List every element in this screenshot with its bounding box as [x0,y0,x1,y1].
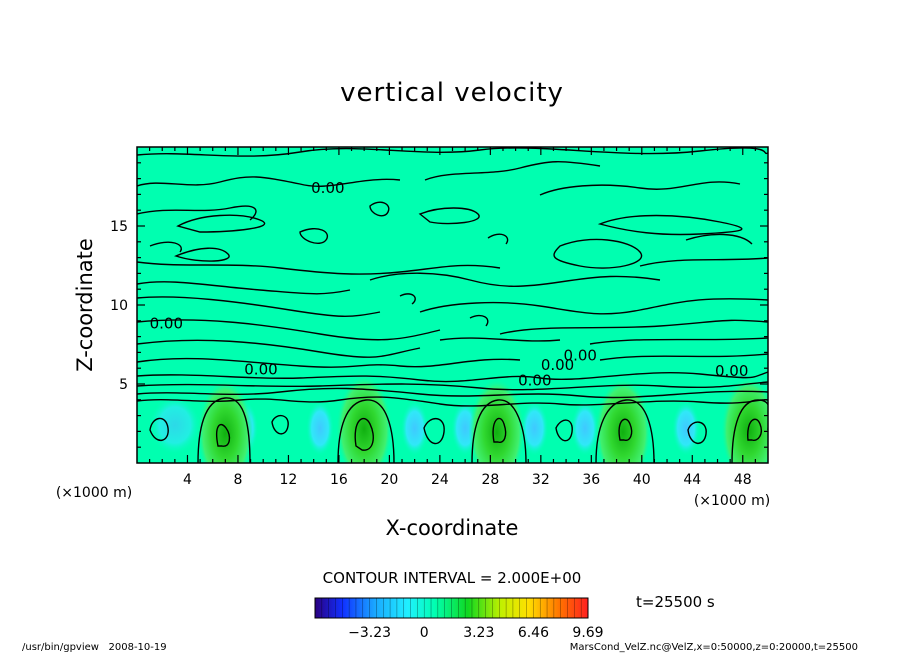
contour-label-3: 0.00 [518,372,551,390]
colorbar-level-lines [321,598,582,618]
colorbar-label-9p69: 9.69 [572,625,603,641]
time-label: t=25500 s [636,593,715,611]
updraft-1 [336,369,393,463]
downdraft-5 [571,400,600,457]
y-tick-label-10: 10 [110,298,128,314]
x-tick-labels: 4 8 12 16 20 24 28 32 36 40 44 48 [183,472,752,488]
x-tick-label-24: 24 [431,472,449,488]
updraft-3 [594,372,651,463]
x-axis-title: X-coordinate [386,516,519,540]
contour-label-group: 0.000.000.000.000.000.000.00 [150,179,749,390]
x-tick-label-44: 44 [683,472,701,488]
x-tick-label-40: 40 [633,472,651,488]
x-tick-label-48: 48 [734,472,752,488]
y-axis-title: Z-coordinate [73,238,97,372]
x-tick-label-20: 20 [380,472,398,488]
x-tick-label-12: 12 [280,472,298,488]
colorbar-label-3p23: 3.23 [463,625,494,641]
footer-right: MarsCond_VelZ.nc@VelZ,x=0:50000,z=0:2000… [570,642,858,653]
contour-lines [137,147,768,463]
x-tick-label-16: 16 [330,472,348,488]
downdraft-4 [520,400,549,457]
contour-label-4: 0.00 [541,356,574,374]
contour-label-1: 0.00 [150,315,183,333]
y-tick-label-5: 5 [119,377,128,393]
x-tick-label-8: 8 [233,472,242,488]
x-tick-marks [149,147,756,463]
z-units-label: (×1000 m) [56,485,132,501]
x-units-label: (×1000 m) [694,493,770,509]
contour-label-6: 0.00 [715,362,748,380]
y-tick-label-15: 15 [110,219,128,235]
x-tick-label-36: 36 [582,472,600,488]
y-tick-marks [137,162,768,448]
contour-label-2: 0.00 [244,361,277,379]
updraft-0 [197,374,254,463]
colorbar-label-6p46: 6.46 [518,625,549,641]
downdraft-left [148,395,201,456]
x-tick-label-4: 4 [183,472,192,488]
contour-label-5: 0.00 [564,346,597,364]
chart-title: vertical velocity [340,78,564,108]
contour-interval-label: CONTOUR INTERVAL = 2.000E+00 [323,569,582,587]
downdraft-6 [671,400,700,457]
x-tick-label-32: 32 [532,472,550,488]
x-tick-label-28: 28 [481,472,499,488]
colorbar-label-neg3p23: −3.23 [348,625,391,641]
colorbar: −3.23 0 3.23 6.46 9.69 [314,597,604,641]
y-tick-labels: 5 10 15 [110,219,128,393]
downdraft-1 [305,400,334,457]
colorbar-label-0: 0 [420,625,429,641]
footer-left: /usr/bin/gpview 2008-10-19 [22,642,167,653]
colorbar-tick-labels: −3.23 0 3.23 6.46 9.69 [348,625,603,641]
downdraft-2 [400,400,429,457]
plot-area: 0.000.000.000.000.000.000.00 [136,146,769,464]
contour-label-0: 0.00 [311,179,344,197]
